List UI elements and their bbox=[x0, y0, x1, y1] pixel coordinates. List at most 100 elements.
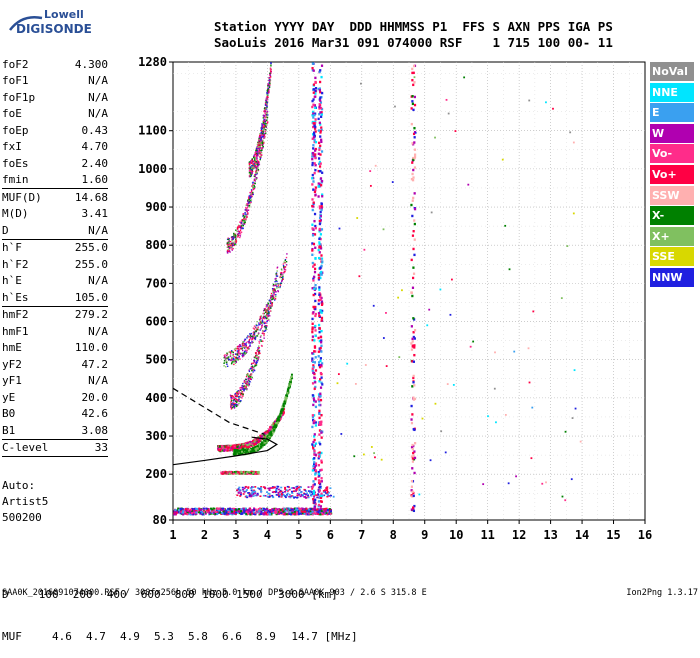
echo-point bbox=[302, 511, 304, 513]
echo-point bbox=[309, 492, 311, 494]
echo-point bbox=[312, 441, 314, 443]
echo-point bbox=[250, 162, 251, 163]
echo-point bbox=[266, 120, 267, 121]
x-tick-label: 8 bbox=[390, 528, 397, 542]
echo-point bbox=[263, 125, 264, 126]
echo-point bbox=[267, 89, 268, 90]
echo-point bbox=[230, 360, 231, 361]
echo-point bbox=[269, 87, 270, 88]
echo-point bbox=[326, 496, 328, 498]
echo-point bbox=[249, 195, 250, 196]
echo-point bbox=[293, 490, 295, 492]
echo-point bbox=[238, 225, 239, 226]
echo-point bbox=[312, 447, 314, 449]
echo-point bbox=[296, 512, 298, 514]
echo-point bbox=[275, 489, 277, 491]
echo-point bbox=[245, 450, 247, 452]
echo-point bbox=[252, 337, 253, 338]
echo-point bbox=[234, 451, 236, 453]
echo-point bbox=[242, 228, 243, 229]
echo-point bbox=[228, 249, 229, 250]
echo-point bbox=[258, 326, 259, 327]
echo-point bbox=[315, 186, 317, 188]
echo-point bbox=[276, 422, 278, 424]
echo-point bbox=[266, 106, 267, 107]
echo-point bbox=[260, 341, 261, 342]
echo-point bbox=[265, 131, 266, 132]
echo-point bbox=[311, 254, 313, 256]
echo-point bbox=[251, 377, 252, 378]
echo-point bbox=[321, 510, 323, 512]
echo-point bbox=[244, 222, 245, 223]
x-tick-label: 5 bbox=[295, 528, 302, 542]
echo-point bbox=[315, 118, 317, 120]
echo-point bbox=[248, 349, 249, 350]
echo-point bbox=[256, 494, 258, 496]
echo-point bbox=[261, 325, 262, 326]
echo-point bbox=[232, 243, 233, 244]
echo-point bbox=[227, 244, 228, 245]
echo-point bbox=[313, 69, 315, 71]
echo-point bbox=[305, 497, 307, 499]
echo-point bbox=[311, 198, 313, 200]
echo-point bbox=[239, 356, 240, 357]
echo-point bbox=[247, 385, 248, 386]
echo-point bbox=[266, 321, 267, 322]
echo-point bbox=[260, 139, 261, 140]
echo-point bbox=[273, 296, 274, 297]
echo-point bbox=[260, 511, 262, 513]
echo-point bbox=[246, 337, 247, 338]
echo-point bbox=[271, 495, 273, 497]
echo-point bbox=[241, 387, 242, 388]
echo-point bbox=[249, 514, 251, 516]
echo-point bbox=[257, 165, 258, 166]
echo-point bbox=[262, 126, 263, 127]
echo-point bbox=[321, 512, 323, 514]
echo-point bbox=[232, 355, 233, 356]
echo-point bbox=[242, 341, 243, 342]
echo-point bbox=[313, 501, 315, 503]
echo-point bbox=[247, 207, 248, 208]
echo-point bbox=[260, 316, 261, 317]
echo-point bbox=[263, 335, 264, 336]
echo-point bbox=[298, 494, 300, 496]
echo-point bbox=[245, 215, 246, 216]
echo-point bbox=[290, 383, 292, 385]
echo-point bbox=[242, 345, 243, 346]
echo-point bbox=[284, 487, 286, 489]
echo-point bbox=[256, 177, 257, 178]
echo-point bbox=[263, 122, 264, 123]
echo-point bbox=[251, 448, 253, 450]
echo-point bbox=[293, 513, 295, 515]
echo-point bbox=[234, 446, 236, 448]
echo-point bbox=[249, 371, 250, 372]
echo-point bbox=[314, 194, 316, 196]
echo-point bbox=[211, 508, 213, 510]
echo-point bbox=[251, 363, 252, 364]
echo-point bbox=[289, 489, 291, 491]
echo-point bbox=[313, 134, 315, 136]
echo-point bbox=[316, 508, 318, 510]
y-tick-label: 200 bbox=[145, 467, 167, 481]
echo-point bbox=[258, 341, 259, 342]
echo-point bbox=[254, 512, 256, 514]
echo-point bbox=[248, 450, 250, 452]
echo-point bbox=[260, 152, 261, 153]
echo-point bbox=[237, 359, 238, 360]
echo-point bbox=[248, 336, 249, 337]
echo-point bbox=[276, 494, 278, 496]
echo-point bbox=[245, 385, 246, 386]
echo-point bbox=[292, 487, 294, 489]
echo-point bbox=[256, 148, 257, 149]
x-tick-label: 13 bbox=[543, 528, 557, 542]
echo-point bbox=[262, 320, 263, 321]
echo-point bbox=[228, 356, 229, 357]
echo-point bbox=[261, 132, 262, 133]
echo-point bbox=[268, 309, 269, 310]
echo-point bbox=[227, 366, 228, 367]
echo-point bbox=[261, 130, 262, 131]
echo-point bbox=[327, 494, 329, 496]
echo-point bbox=[311, 249, 313, 251]
echo-point bbox=[276, 270, 277, 271]
